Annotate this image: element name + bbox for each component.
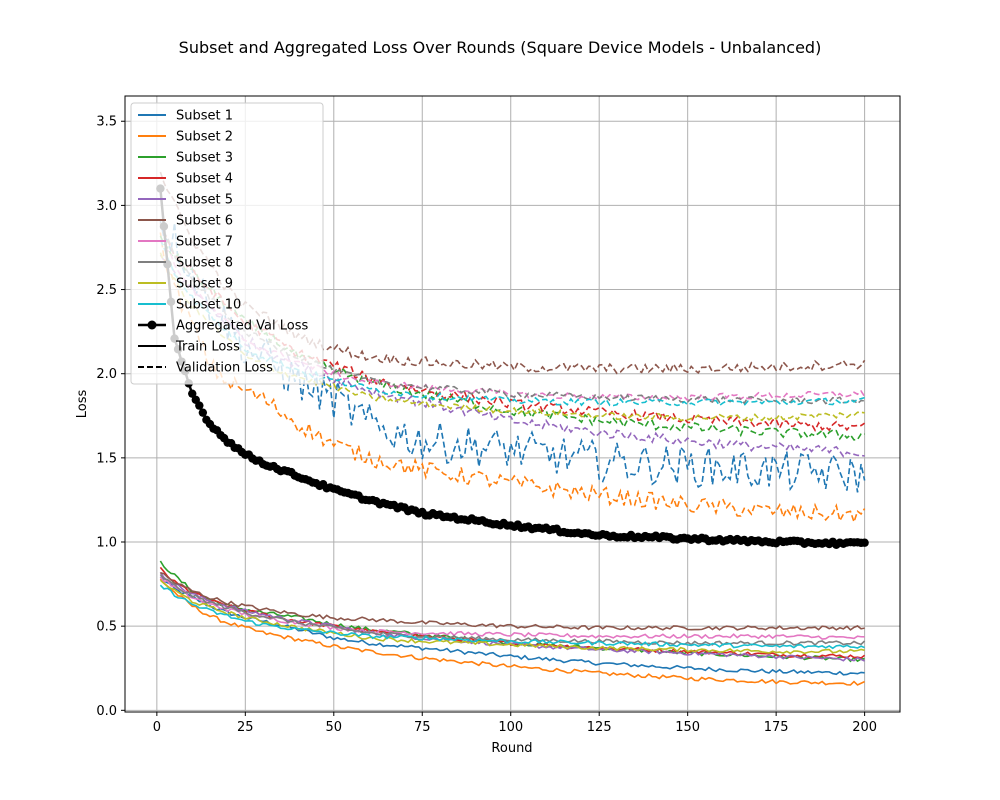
subset-3-legend-label: Subset 3 bbox=[176, 151, 233, 166]
subset-8-val-line bbox=[159, 222, 865, 405]
chart-title: Subset and Aggregated Loss Over Rounds (… bbox=[179, 38, 822, 57]
subset-9-legend-label: Subset 9 bbox=[176, 277, 233, 292]
x-tick-label: 125 bbox=[587, 720, 612, 735]
x-tick-label: 0 bbox=[153, 720, 161, 735]
subset-10-legend-label: Subset 10 bbox=[176, 298, 241, 313]
subset-2-train-line bbox=[159, 578, 865, 686]
subset-2-val-line bbox=[159, 232, 866, 525]
y-tick-label: 1.0 bbox=[96, 536, 117, 551]
aggregated-val-loss-point bbox=[195, 401, 204, 410]
y-tick-label: 1.5 bbox=[96, 451, 117, 466]
x-tick-label: 75 bbox=[414, 720, 431, 735]
subset-2-legend-label: Subset 2 bbox=[176, 130, 233, 145]
subset-1-legend-label: Subset 1 bbox=[176, 109, 233, 124]
subset-9-train-line bbox=[159, 579, 865, 655]
x-tick-label: 25 bbox=[237, 720, 254, 735]
subset-6-legend-label: Subset 6 bbox=[176, 214, 233, 229]
subset-5-legend-label: Subset 5 bbox=[176, 193, 233, 208]
aggregated-val-loss-legend-label: Aggregated Val Loss bbox=[176, 319, 308, 334]
subset-4-legend-label: Subset 4 bbox=[176, 172, 233, 187]
y-tick-label: 3.0 bbox=[96, 199, 117, 214]
aggregated-legend-marker bbox=[147, 320, 157, 330]
y-tick-label: 3.5 bbox=[96, 115, 117, 130]
subset-8-legend-label: Subset 8 bbox=[176, 256, 233, 271]
y-tick-label: 2.0 bbox=[96, 367, 117, 382]
x-tick-label: 175 bbox=[764, 720, 789, 735]
x-tick-label: 200 bbox=[852, 720, 877, 735]
x-axis-label: Round bbox=[491, 741, 532, 756]
axes: 0 25 50 75 100 125 150 175 200 0.0 0.5 1.0 1.5 2.0 2.5… bbox=[96, 115, 877, 735]
legend: Subset 1 Subset 2 Subset 3 Subset 4 Subset 5… bbox=[130, 102, 324, 385]
aggregated-val-loss-point bbox=[860, 538, 869, 547]
x-tick-label: 150 bbox=[675, 720, 700, 735]
validation-loss-legend-label: Validation Loss bbox=[176, 361, 273, 376]
subset-10-train-line bbox=[159, 584, 865, 650]
x-tick-label: 50 bbox=[326, 720, 343, 735]
x-tick-label: 100 bbox=[498, 720, 523, 735]
legend-box bbox=[130, 102, 324, 385]
y-tick-label: 0.5 bbox=[96, 620, 117, 635]
train-loss-legend-label: Train Loss bbox=[175, 340, 240, 355]
subset-5-train-line bbox=[159, 571, 865, 662]
subset-6-val-line bbox=[159, 171, 866, 375]
subset-7-legend-label: Subset 7 bbox=[176, 235, 233, 250]
y-axis-label: Loss bbox=[75, 390, 90, 419]
y-tick-label: 0.0 bbox=[96, 704, 117, 719]
plot-frame bbox=[124, 95, 901, 713]
aggregated-val-loss-point bbox=[198, 408, 208, 417]
aggregated-val-loss-point bbox=[188, 389, 197, 398]
subset-6-train-line bbox=[160, 572, 865, 631]
y-tick-label: 2.5 bbox=[96, 283, 117, 298]
subset-1-train-line bbox=[159, 576, 865, 676]
subset-7-train-line bbox=[159, 576, 865, 640]
